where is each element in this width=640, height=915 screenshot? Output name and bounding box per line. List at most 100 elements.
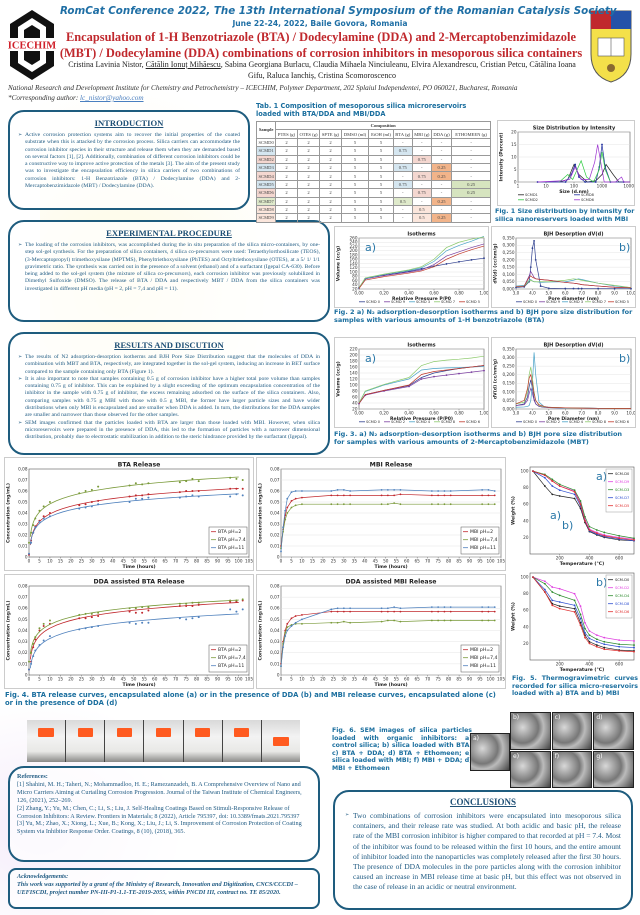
y-tick-label: 100 <box>521 575 529 580</box>
data-point <box>558 594 561 597</box>
data-point <box>603 531 606 534</box>
table-row: SCMD9 2 2 2 5 5-0.5 0.25- <box>255 213 491 223</box>
data-point <box>595 645 598 648</box>
legend-label: SCMD6 <box>581 198 595 202</box>
fig4-caption: Fig. 4. BTA release curves, encapsulated… <box>5 691 496 707</box>
data-point <box>564 181 567 183</box>
table-cell: 2 <box>296 137 321 148</box>
data-point <box>588 634 591 637</box>
data-point <box>588 525 591 528</box>
data-point <box>147 609 150 612</box>
references-heading: References: <box>17 773 48 780</box>
data-point <box>595 638 598 641</box>
series-scmd8 <box>536 143 625 183</box>
y-axis-label: Intensity (Percent) <box>499 133 505 182</box>
data-point <box>573 599 576 602</box>
x-tick-label: 600 <box>615 662 623 667</box>
column-header: PTES (g) <box>275 129 298 139</box>
sem-label: e) <box>513 752 520 760</box>
series-line <box>532 470 635 541</box>
table-cell: 2 <box>275 188 298 198</box>
composition-table: Sample Composition PTES (g) OTES (g) SPTE (… <box>255 120 491 223</box>
y-tick-label: 0,000 <box>503 286 515 291</box>
table-cell: 5 <box>340 196 370 206</box>
data-point <box>235 493 238 496</box>
y-tick-label: 0,01 <box>18 543 28 548</box>
x-tick-label: 60 <box>152 677 158 682</box>
table-cell: - <box>411 162 432 173</box>
table-cell: 5 <box>368 204 394 215</box>
data-point <box>399 607 402 610</box>
data-point <box>286 622 289 625</box>
experimental-text: The loading of the corrosion inhibitors,… <box>18 242 320 293</box>
x-tick-label: 30 <box>89 559 95 564</box>
x-tick-label: 0,40 <box>404 291 414 296</box>
column-header: EtOH (ml) <box>368 129 394 139</box>
data-point <box>399 503 402 506</box>
plot-area <box>515 348 632 410</box>
data-point <box>185 602 188 605</box>
data-point <box>185 495 188 498</box>
data-point <box>603 646 606 649</box>
data-point <box>595 532 598 535</box>
corresponding-email-link[interactable]: lc_nistor@yahoo.com <box>80 94 144 102</box>
x-axis-label: Temperature (°C) <box>560 667 605 673</box>
y-tick-label: 0,08 <box>18 466 28 471</box>
column-header: MBI (g) <box>411 129 432 139</box>
x-tick-label: 105 <box>497 677 505 682</box>
data-point <box>134 482 137 485</box>
data-point <box>147 606 150 609</box>
data-point <box>588 637 591 640</box>
y-tick-label: 180 <box>350 252 358 257</box>
data-point <box>533 240 535 242</box>
panel-label: b) <box>596 576 607 589</box>
legend-label: SCMD 5 <box>615 300 629 304</box>
series-scmd-3 <box>358 235 485 289</box>
data-point <box>90 501 93 503</box>
table-row: SCMD6 2 2 2 5 5-0.75-0.25 <box>255 188 491 198</box>
x-tick-label: 10 <box>299 559 305 564</box>
data-point <box>290 506 293 509</box>
sample-cell: SCMD7 <box>255 196 277 206</box>
table-cell: - <box>451 196 491 206</box>
legend-label: SCMD 9 <box>546 300 561 304</box>
series-line <box>532 470 635 542</box>
table-cell: 0.25 <box>451 188 491 198</box>
chart-svg: 0 0,01 0,02 0,03 0,04 0,05 0,06 0,07 0,08 0 5 10 15 2… <box>258 462 506 571</box>
chart-svg: 0 0,01 0,02 0,03 0,04 0,05 0,06 0,07 0,08 0 5 10 15 2… <box>258 579 506 689</box>
legend-label: SCM-D5 <box>615 504 629 508</box>
data-point <box>38 643 41 646</box>
chart-title: BJH Desorption dV(d) <box>543 343 603 349</box>
y-axis-label: Volume (cc/g) <box>336 361 342 396</box>
icechim-logo: ICECHIM <box>6 8 58 82</box>
sample-bag-photo <box>144 720 183 762</box>
legend-label: SCMD8 <box>581 193 595 197</box>
sample-photos <box>27 720 300 762</box>
data-point <box>178 491 181 494</box>
chart-title: MBI Release <box>370 462 413 469</box>
y-tick-label: 0,100 <box>503 389 515 394</box>
y-tick-label: 60 <box>523 502 529 507</box>
data-point <box>573 493 576 496</box>
y-tick-label: 0,01 <box>270 543 280 548</box>
legend-label: SCMD 2 <box>391 420 405 424</box>
x-tick-label: 95 <box>225 677 231 682</box>
data-point <box>408 385 410 388</box>
data-point <box>32 642 35 645</box>
y-tick-label: 0,07 <box>270 595 280 600</box>
data-point <box>197 601 200 604</box>
y-tick-label: 0 <box>25 672 28 677</box>
x-tick-label: 105 <box>497 559 505 564</box>
series-line <box>537 144 630 183</box>
table-cell: - <box>392 188 413 198</box>
x-tick-label: 10000 <box>623 184 634 189</box>
data-point <box>90 626 93 629</box>
data-point <box>28 668 30 671</box>
series-scmd-3 <box>515 278 632 288</box>
data-point <box>90 505 93 508</box>
data-point <box>380 620 383 623</box>
y-tick-label: 0,200 <box>503 372 515 377</box>
y-tick-label: 0,04 <box>18 628 28 633</box>
data-point <box>430 619 433 622</box>
table-cell: 2 <box>275 154 298 164</box>
